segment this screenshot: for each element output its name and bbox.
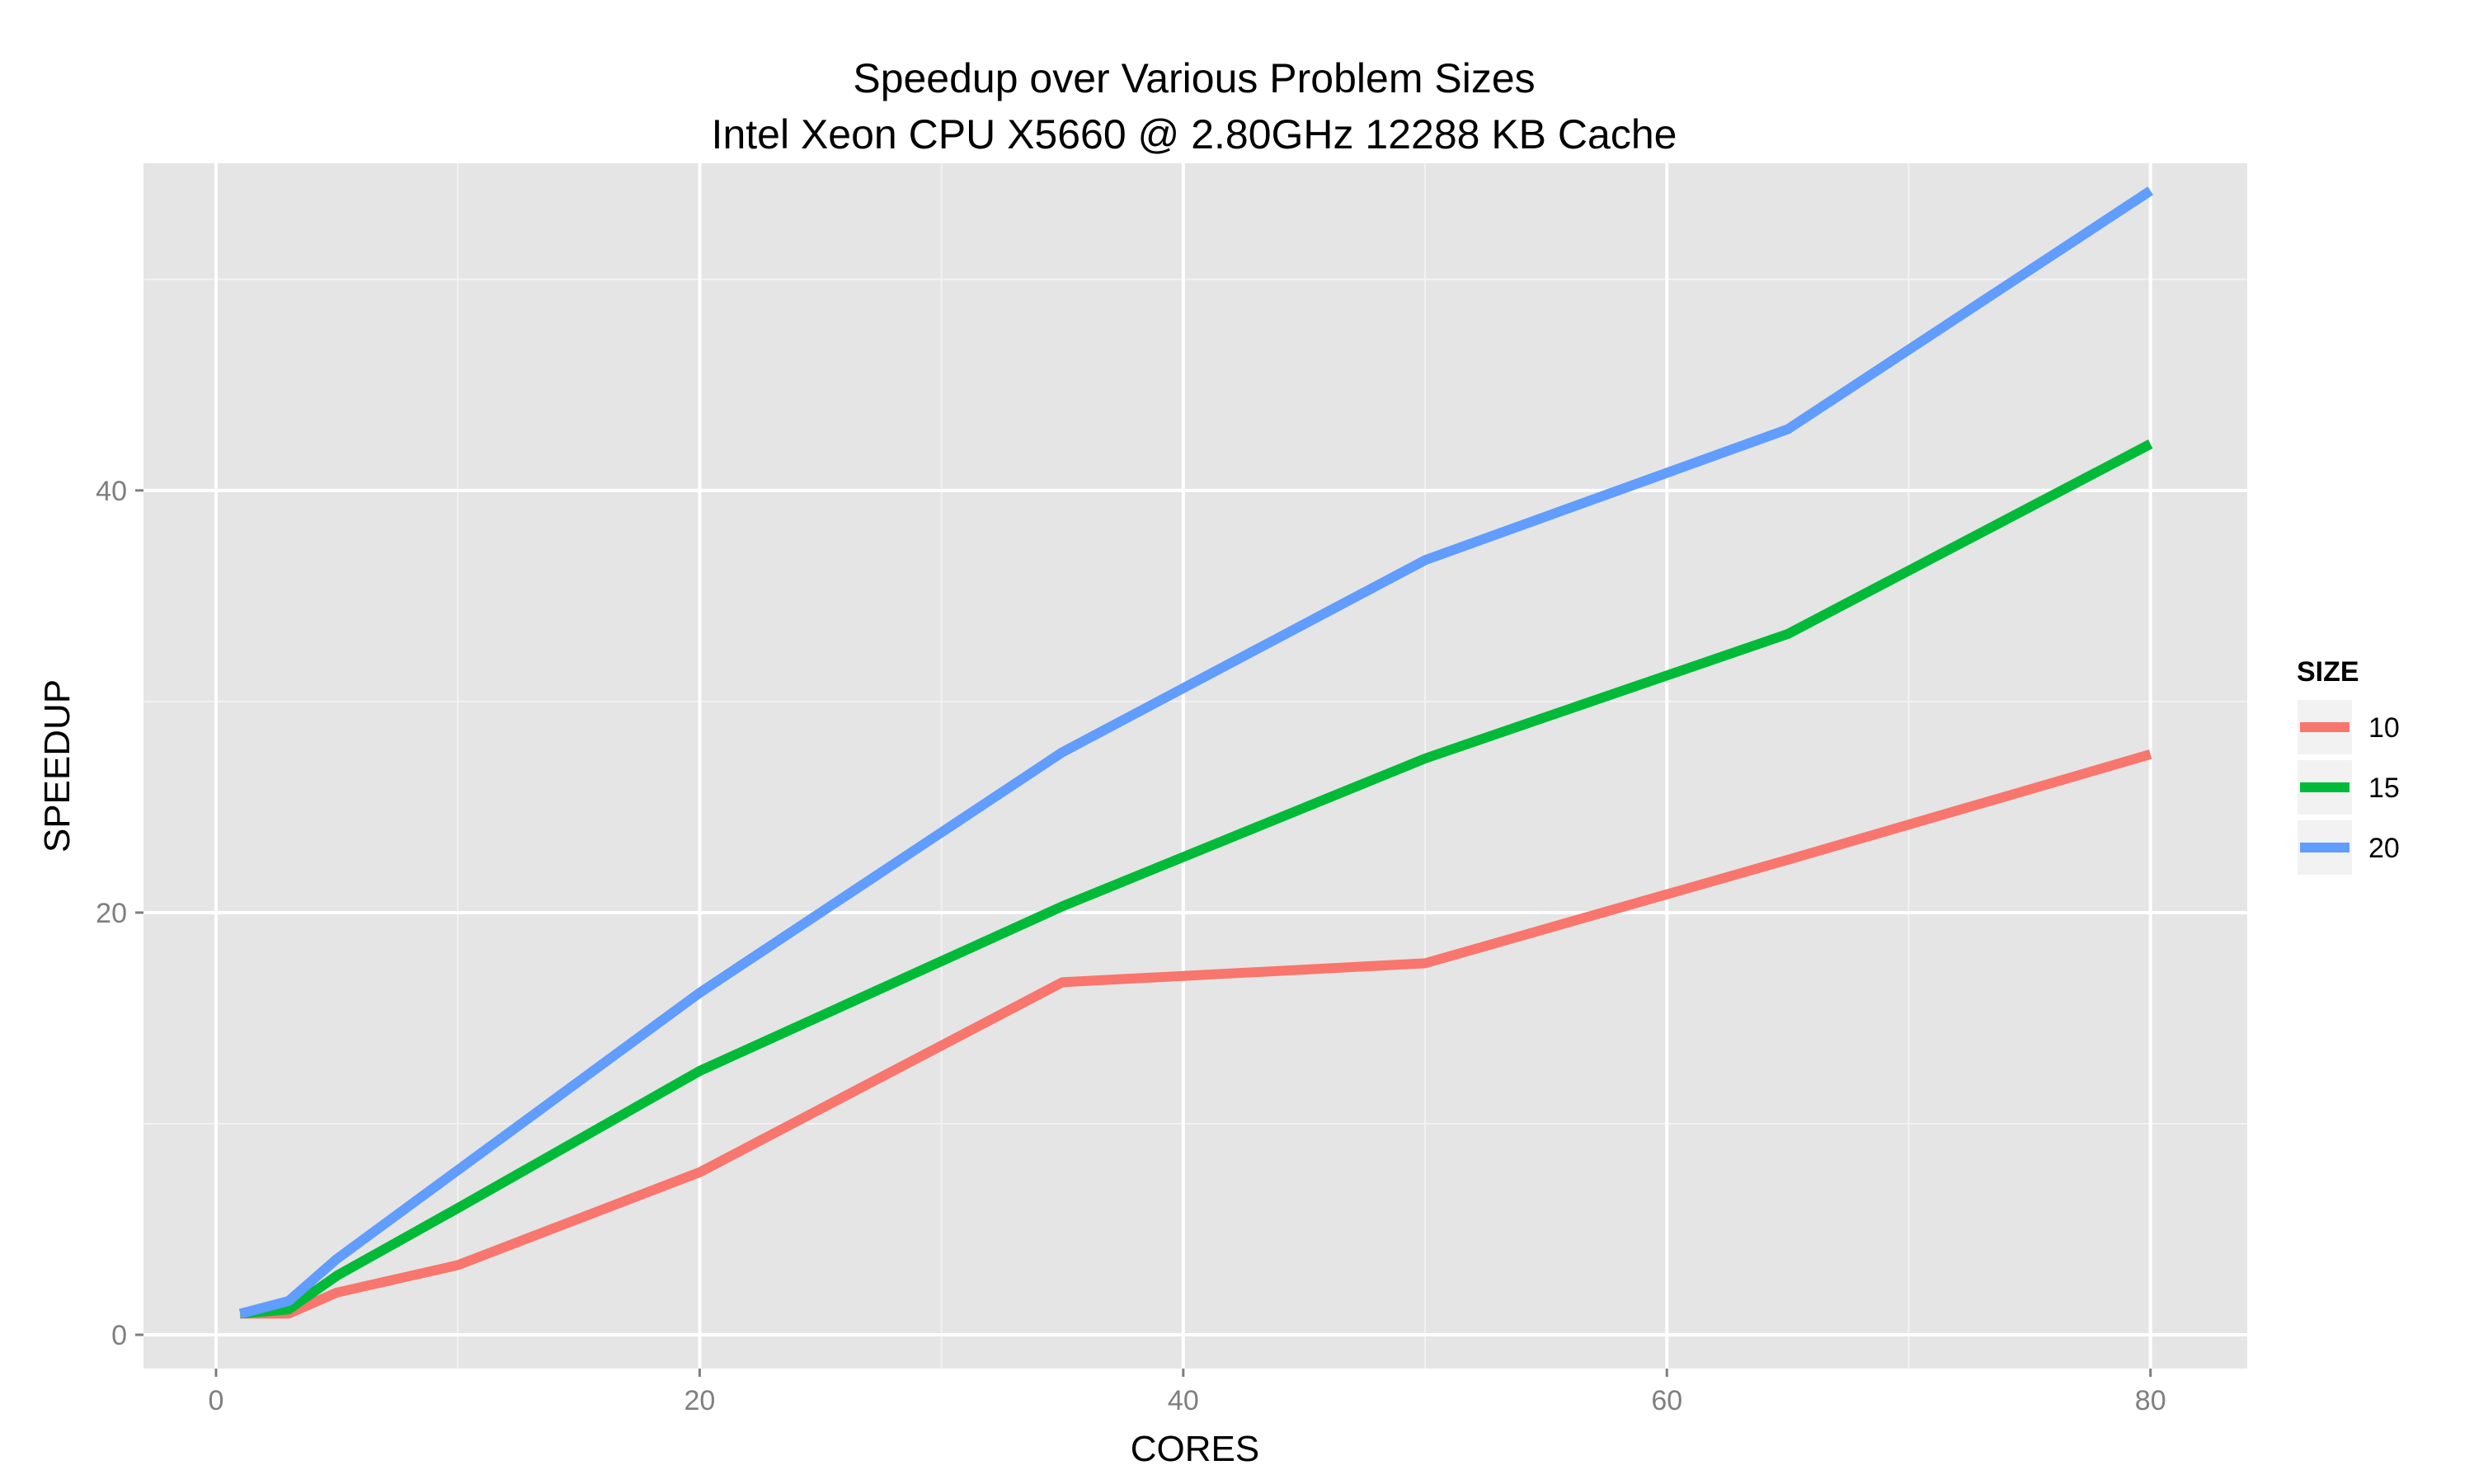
series-line-10 [240, 749, 2152, 1319]
plot-panel [143, 163, 2247, 1369]
legend-label-15: 15 [2368, 773, 2400, 804]
y-tick-label: 0 [111, 1320, 127, 1351]
legend-label-20: 20 [2368, 833, 2400, 864]
x-axis-title: CORES [1131, 1429, 1259, 1469]
y-axis-ticks: 0 20 40 [96, 476, 143, 1351]
chart-title: Speedup over Various Problem Sizes [853, 55, 1535, 101]
x-axis-ticks: 0 20 40 60 80 [209, 1369, 2166, 1416]
legend-items: 10 15 20 [2296, 698, 2400, 876]
legend-label-10: 10 [2368, 712, 2400, 744]
chart-subtitle: Intel Xeon CPU X5660 @ 2.80GHz 12288 KB … [712, 111, 1677, 157]
series-line-20 [238, 186, 2153, 1319]
legend-title: SIZE [2297, 656, 2359, 688]
series-line-15 [239, 439, 2153, 1319]
y-axis-title: SPEEDUP [37, 679, 78, 852]
y-tick-label: 40 [96, 476, 127, 507]
legend: SIZE 10 15 20 [2296, 656, 2400, 876]
major-gridlines [143, 163, 2247, 1369]
y-tick-label: 20 [96, 898, 127, 929]
x-tick-label: 0 [209, 1385, 224, 1416]
minor-gridlines [143, 163, 2247, 1369]
x-tick-label: 80 [2135, 1385, 2166, 1416]
x-tick-label: 60 [1651, 1385, 1682, 1416]
x-tick-label: 40 [1168, 1385, 1199, 1416]
series-lines [238, 186, 2153, 1319]
x-tick-label: 20 [684, 1385, 715, 1416]
